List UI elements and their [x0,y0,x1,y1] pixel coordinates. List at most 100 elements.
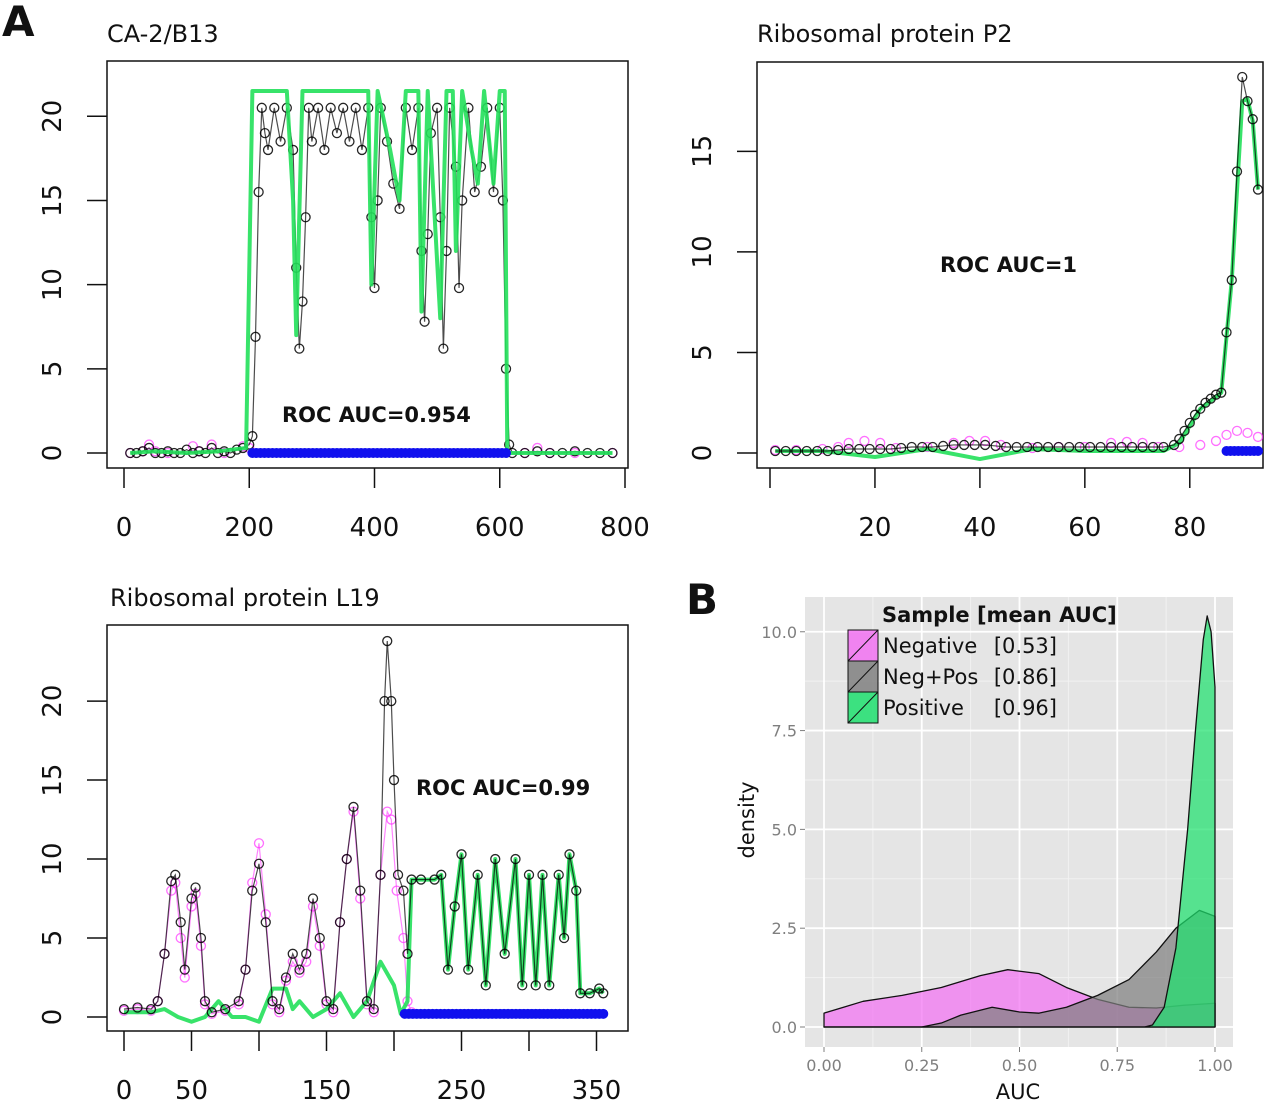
plot-area [118,635,609,1024]
y-tick-label: 15 [38,184,68,217]
black-point [959,439,970,451]
black-point [331,127,343,139]
black-point [449,901,460,912]
black-point [179,964,190,975]
black-point [480,980,491,991]
black-point [833,444,844,456]
chart-ribosomal-l19: Ribosomal protein L19 0 50 150 250 350 0 5 10 15… [38,584,629,1102]
black-point [415,874,427,885]
black-point [463,964,474,975]
black-point [220,1003,231,1015]
x-tick-label: 0 [116,1076,133,1102]
y-tick-label: 10 [38,268,68,301]
series-line [775,76,1259,452]
legend-swatch-diagonal [847,691,879,724]
magenta-point [206,439,217,450]
y-tick-label: 10 [38,842,68,875]
black-point [170,869,181,880]
black-point [186,893,197,904]
black-point [1226,274,1237,286]
black-point [379,695,390,707]
black-point [338,102,349,113]
x-tick-label: 0.00 [806,1056,842,1075]
black-point [1147,441,1159,453]
black-point [328,1003,339,1015]
y-tick-label: 0.0 [772,1018,797,1037]
black-point [394,203,405,215]
black-point [1126,441,1138,453]
black-point [1247,114,1258,125]
black-point [240,964,251,975]
black-point [1168,439,1180,451]
chart-title: CA-2/B13 [107,20,219,48]
black-point [274,1003,285,1015]
magenta-point [1195,439,1206,451]
chart-auc-density: AUC 0.00 0.25 0.50 0.75 1.00 0.0 2.5 5.0 7.5 10.0… [735,597,1233,1102]
black-point [375,869,386,880]
magenta-point [948,437,959,449]
x-tick-label: 0 [116,513,133,543]
black-point [392,869,404,880]
black-point [275,136,286,147]
roc-auc-annotation: ROC AUC=0.954 [282,403,471,427]
legend-label: Neg+Pos [883,665,978,689]
black-point [517,980,528,991]
black-point [341,853,352,865]
black-point [1084,441,1096,453]
magenta-point [1221,429,1232,441]
black-point [386,695,397,707]
black-point [938,440,949,452]
chart-title: Ribosomal protein L19 [110,584,380,612]
legend-label: Negative [883,634,977,658]
black-point [544,980,555,991]
black-point [1179,425,1190,437]
black-point [175,917,186,928]
x-tick-label: 0.75 [1099,1056,1135,1075]
black-point [1242,95,1253,107]
x-tick-label: 150 [302,1076,352,1102]
black-point [864,443,875,455]
y-tick-label: 5.0 [772,820,797,839]
black-point [1210,389,1222,400]
black-point [152,996,163,1007]
y-tick-label: 5 [688,344,718,361]
y-tick-label: 0 [38,445,68,462]
x-tick-label: 350 [572,1076,622,1102]
black-point [267,996,278,1007]
blue-point [598,1008,609,1019]
magenta-point [1242,427,1253,439]
chart-title: Ribosomal protein P2 [757,20,1013,48]
magenta-point [391,885,402,896]
black-point [269,102,280,113]
black-point [356,144,368,156]
legend-mean-auc: [0.86] [994,665,1057,689]
y-tick-label: 0 [38,1009,68,1026]
legend-mean-auc: [0.96] [994,696,1057,720]
black-point [369,282,380,294]
black-point [348,801,359,813]
black-point [1184,417,1195,428]
magenta-point [301,956,312,967]
black-point [344,136,355,147]
black-point [854,443,865,455]
magenta-point [175,932,186,944]
black-point [319,144,330,156]
legend: Sample [mean AUC] Negative [0.53] Neg+Pos [0… [847,603,1117,724]
black-point [499,948,510,959]
black-point [1042,441,1054,453]
black-point [553,869,564,880]
x-axis-label: AUC [996,1080,1040,1102]
black-point [307,893,319,904]
black-point [1189,409,1201,420]
y-tick-label: 10.0 [761,623,797,642]
chart-ribosomal-p2: Ribosomal protein P2 20 40 60 80 0 5 10 15 ROC A… [688,20,1264,543]
black-point [1021,441,1033,453]
plot-frame [756,61,1264,469]
black-point [132,1002,143,1013]
black-point [260,917,271,928]
x-tick-label: 60 [1068,513,1101,543]
black-point [927,441,938,453]
black-point [1000,441,1012,453]
x-tick-label: 200 [224,513,274,543]
